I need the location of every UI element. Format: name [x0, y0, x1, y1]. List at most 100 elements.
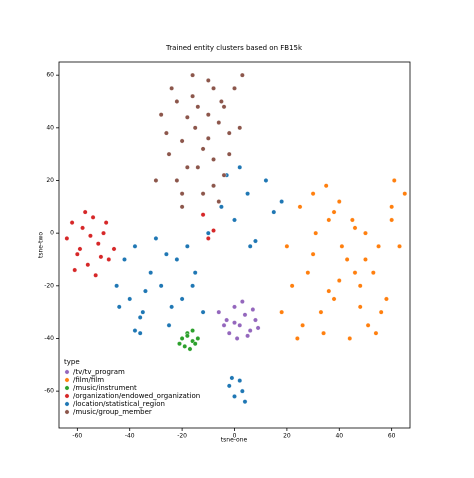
point: [169, 304, 175, 310]
point: [250, 307, 256, 312]
point: [182, 343, 188, 349]
legend-title: type: [64, 358, 80, 366]
point: [321, 330, 326, 336]
point: [137, 330, 143, 336]
point: [384, 296, 389, 302]
y-tick-label: -40: [44, 335, 54, 342]
point: [363, 230, 368, 236]
point: [111, 246, 117, 252]
point: [255, 325, 261, 331]
y-axis-label: tsne-two: [38, 232, 45, 258]
point: [163, 130, 169, 136]
point: [402, 191, 408, 197]
point: [190, 72, 195, 78]
point: [211, 183, 216, 189]
point: [174, 178, 180, 183]
point: [190, 283, 195, 289]
point: [200, 309, 206, 315]
point: [200, 146, 206, 152]
point: [184, 114, 190, 120]
point: [376, 243, 381, 249]
point: [389, 204, 395, 210]
point: [242, 399, 248, 405]
point: [190, 93, 195, 99]
point: [279, 199, 285, 204]
point: [64, 236, 70, 241]
y-tick-label: 0: [50, 230, 54, 237]
point: [349, 217, 355, 223]
point: [347, 336, 353, 341]
point: [247, 243, 253, 249]
point: [205, 135, 211, 141]
point: [232, 85, 237, 91]
point: [82, 209, 88, 215]
point: [331, 209, 337, 215]
point: [237, 125, 243, 131]
point: [192, 125, 198, 131]
point: [253, 238, 258, 244]
legend-marker: [64, 393, 70, 399]
point: [163, 251, 169, 257]
point: [184, 333, 190, 339]
point: [326, 288, 332, 294]
point: [200, 191, 206, 197]
point: [310, 251, 316, 257]
point: [190, 328, 195, 333]
legend-marker: [64, 377, 70, 383]
point: [232, 394, 237, 399]
point: [313, 230, 319, 236]
point: [216, 309, 222, 315]
point: [69, 220, 75, 226]
point: [336, 278, 342, 283]
point: [192, 341, 198, 347]
point: [148, 270, 154, 276]
legend-label: /tv/tv_program: [73, 368, 125, 376]
point: [90, 214, 96, 220]
point: [179, 296, 185, 302]
legend-label: /music/instrument: [73, 384, 137, 392]
point: [179, 336, 185, 341]
point: [226, 383, 232, 389]
point: [132, 328, 138, 333]
point: [318, 309, 324, 315]
point: [365, 322, 371, 328]
point: [229, 375, 235, 381]
point: [221, 322, 227, 328]
point: [169, 85, 175, 91]
point: [237, 378, 243, 384]
point: [205, 78, 211, 83]
point: [370, 270, 376, 276]
point: [95, 241, 101, 247]
point: [80, 225, 85, 231]
point: [300, 322, 306, 328]
point: [143, 288, 148, 294]
x-axis-label: tsne-one: [221, 437, 248, 444]
point: [88, 233, 93, 239]
legend-label: /location/statistical_region: [73, 400, 165, 408]
x-tick-label: -20: [177, 433, 187, 440]
point: [211, 228, 216, 233]
point: [132, 243, 138, 249]
point: [279, 309, 285, 315]
point: [221, 104, 227, 110]
point: [77, 246, 83, 252]
point: [101, 230, 106, 236]
point: [184, 164, 190, 170]
point: [245, 191, 250, 197]
legend-marker: [64, 385, 70, 391]
point: [263, 178, 269, 183]
y-tick-label: 60: [46, 72, 54, 79]
legend-label: /music/group_member: [73, 408, 152, 416]
point: [237, 322, 243, 328]
point: [397, 243, 402, 249]
point: [305, 270, 311, 276]
point: [122, 257, 127, 262]
point: [103, 220, 109, 226]
point: [326, 217, 332, 223]
point: [344, 257, 350, 262]
point: [232, 320, 237, 326]
point: [271, 209, 277, 215]
legend-marker: [64, 409, 70, 415]
point: [179, 138, 185, 144]
